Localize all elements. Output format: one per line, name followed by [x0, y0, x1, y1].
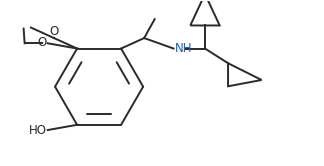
Text: O: O — [49, 25, 59, 38]
Text: NH: NH — [175, 42, 192, 55]
Text: HO: HO — [29, 124, 47, 137]
Text: O: O — [37, 36, 47, 49]
